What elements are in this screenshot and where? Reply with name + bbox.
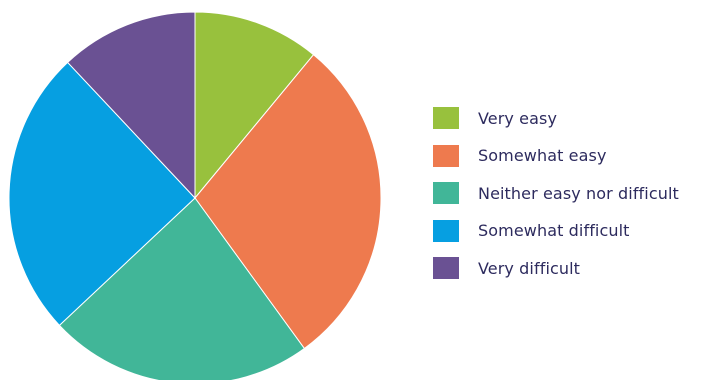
legend-swatch [433,182,459,204]
chart-legend: Very easy Somewhat easy Neither easy nor… [433,107,679,295]
legend-item: Neither easy nor difficult [433,182,679,204]
legend-item: Somewhat difficult [433,219,679,242]
legend-label: Very difficult [478,258,581,278]
legend-label: Somewhat easy [478,146,607,165]
pie-slice [58,197,306,380]
legend-label: Neither easy nor difficult [478,183,679,203]
legend-swatch [433,219,459,242]
pie-slices [8,11,382,380]
pie-slice [194,11,315,200]
legend-swatch [433,144,459,167]
legend-label: Very easy [478,108,558,128]
pie-slice [66,11,196,200]
legend-swatch [433,257,459,279]
pie-slice [8,61,196,327]
legend-swatch [433,107,459,129]
pie-slice [194,53,382,350]
legend-item: Very difficult [433,257,679,279]
legend-item: Very easy [433,107,679,129]
legend-item: Somewhat easy [433,144,679,167]
legend-label: Somewhat difficult [478,221,630,240]
